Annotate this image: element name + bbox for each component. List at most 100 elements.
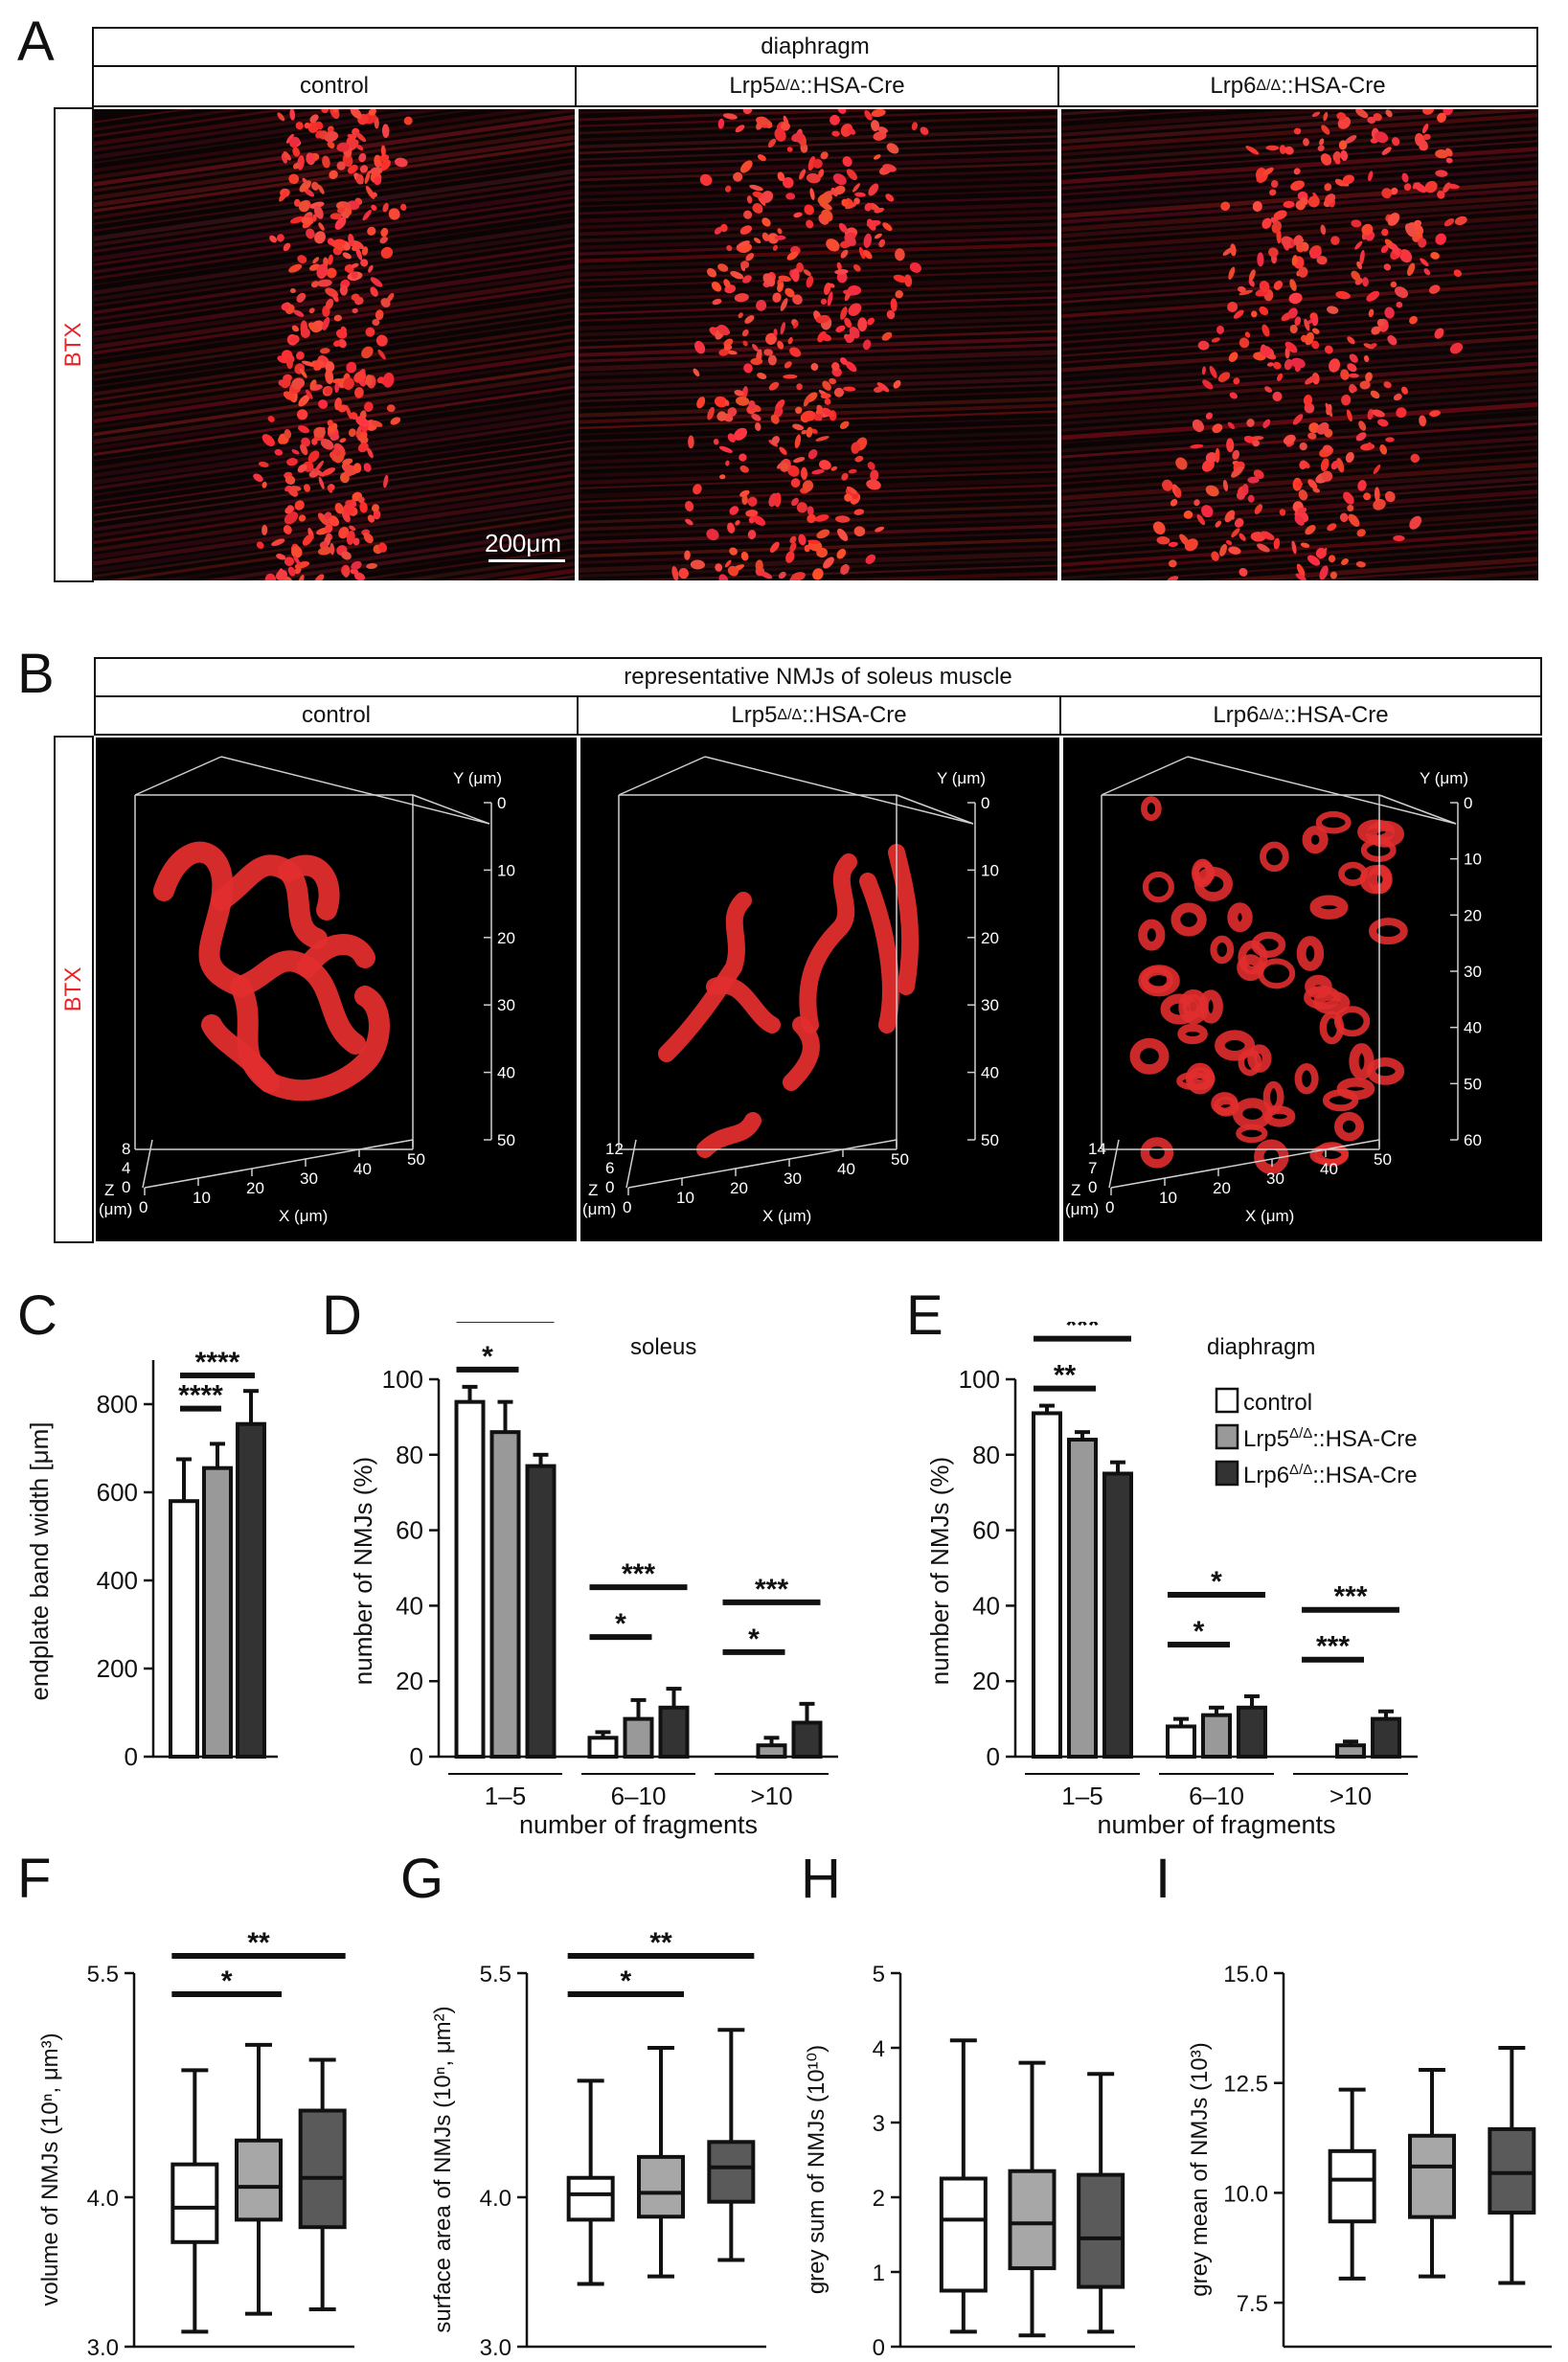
nmj-fragment (1210, 935, 1235, 965)
endplate-spot (298, 575, 305, 580)
endplate-spot (814, 514, 829, 522)
endplate-spot (847, 127, 856, 135)
endplate-spot (261, 434, 275, 447)
endplate-spot (317, 184, 325, 194)
fiber-stripe (1061, 240, 1538, 292)
endplate-spot (1311, 340, 1320, 350)
endplate-spot (1329, 358, 1341, 373)
endplate-spot (1435, 233, 1446, 245)
fiber-stripe (94, 109, 575, 149)
endplate-spot (804, 544, 810, 553)
y-tick-label: 20 (497, 929, 515, 947)
nmj-fragment (1368, 864, 1393, 895)
fiber-stripe (579, 446, 1057, 473)
nmj-fragment (1309, 895, 1349, 920)
nmj-3d-control: Y (μm) 0 10 20 30 40 50 0 10 20 30 40 50 X (μm) 0 4 8 Z (μ… (96, 738, 577, 1241)
endplate-spot (1422, 133, 1431, 141)
fiber-stripe (579, 534, 1057, 561)
z-tick-label: 7 (1088, 1159, 1097, 1177)
fiber-stripe (579, 225, 1057, 254)
panel-b-col-lrp6: Lrp6 Δ/Δ::HSA-Cre (1059, 695, 1542, 736)
chart-d-soleus-fragments: 0 20 40 60 80 100 number of NMJs (%) soleus 1–5 6… (349, 1322, 838, 1839)
endplate-spot (394, 157, 408, 168)
endplate-spot (791, 497, 799, 507)
endplate-spot (844, 234, 856, 246)
endplate-spot (390, 417, 401, 425)
endplate-spot (1376, 318, 1385, 327)
endplate-spot (794, 434, 802, 449)
fiber-stripe (1061, 193, 1538, 245)
y-tick-label: 40 (497, 1064, 515, 1082)
endplate-spot (1283, 200, 1295, 209)
endplate-spot (1342, 174, 1354, 185)
endplate-spot (1295, 128, 1302, 135)
endplate-spot (1359, 380, 1371, 390)
endplate-spot (761, 191, 774, 204)
endplate-spot (1361, 223, 1374, 236)
endplate-spot (375, 309, 384, 321)
z-tick-label: 12 (605, 1140, 624, 1158)
endplate-spot (1190, 443, 1204, 449)
col-superscript: Δ/Δ (775, 78, 801, 94)
endplate-spot (827, 291, 833, 307)
fiber-stripe (579, 109, 1057, 131)
endplate-spot (1357, 480, 1367, 491)
y-tick-label: 50 (1464, 1075, 1482, 1093)
fiber-stripe (1061, 488, 1538, 538)
endplate-spot (752, 515, 766, 526)
endplate-spot (890, 298, 898, 312)
endplate-spot (1380, 245, 1389, 254)
panel-label-a: A (17, 11, 55, 73)
endplate-spot (312, 214, 317, 222)
fiber-stripe (1061, 307, 1538, 358)
endplate-spot (735, 125, 745, 133)
endplate-spot (779, 446, 787, 455)
y-tick-label: 800 (97, 1390, 138, 1419)
endplate-spot (285, 133, 294, 144)
endplate-spot (783, 374, 798, 379)
endplate-spot (256, 541, 264, 550)
endplate-spot (296, 292, 307, 303)
endplate-spot (846, 169, 857, 181)
fiber-stripe (94, 364, 575, 463)
endplate-spot (1277, 373, 1284, 381)
fiber-stripe (579, 259, 1057, 285)
endplate-spot (1294, 316, 1302, 327)
endplate-spot (314, 574, 325, 580)
endplate-spot (1293, 235, 1304, 246)
endplate-spot (370, 167, 383, 175)
endplate-spot (787, 337, 793, 345)
endplate-spot (1355, 109, 1369, 119)
endplate-spot (361, 346, 374, 359)
endplate-spot (1312, 488, 1321, 493)
endplate-spot (363, 401, 374, 412)
fiber-stripe (579, 352, 1057, 380)
endplate-spot (1330, 236, 1340, 245)
y-tick-label: 100 (959, 1365, 1000, 1394)
nmj-fragment (1142, 871, 1174, 903)
endplate-spot (313, 205, 324, 219)
y-tick-label: 50 (497, 1131, 515, 1149)
endplate-spot (802, 480, 814, 492)
endplate-spot (920, 126, 929, 135)
panel-label-f: F (17, 1848, 52, 1910)
nmj-fragment (1141, 796, 1162, 822)
axis-z-label: Z (588, 1181, 598, 1199)
significance-label: * (748, 1624, 760, 1655)
y-tick-label: 0 (497, 794, 506, 812)
endplate-spot (1201, 505, 1214, 518)
endplate-spot (348, 233, 354, 247)
fiber-stripe (579, 232, 1057, 260)
endplate-spot (288, 173, 300, 185)
endplate-spot (377, 349, 386, 360)
fiber-stripe (94, 384, 575, 482)
endplate-spot (330, 433, 340, 442)
fiber-stripe (1061, 148, 1538, 198)
fiber-stripe (579, 292, 1057, 319)
endplate-spot (718, 445, 733, 453)
nmj-fragment (1366, 1057, 1405, 1085)
endplate-spot (871, 120, 880, 132)
fiber-stripe (1061, 408, 1538, 460)
endplate-spot (318, 476, 325, 489)
box (298, 2108, 347, 2230)
